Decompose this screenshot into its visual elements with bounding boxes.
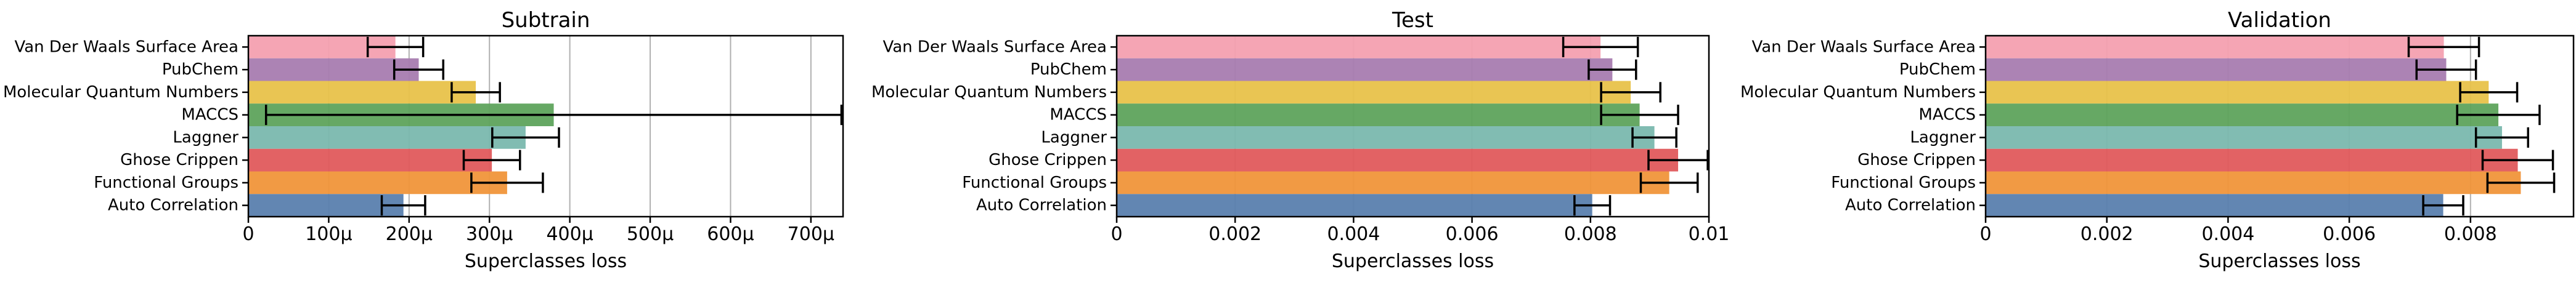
- x-tick-label: 0.002: [2081, 223, 2134, 245]
- bar-functional-groups: [1117, 171, 1669, 195]
- bar-laggner: [1117, 126, 1655, 149]
- x-tick-label: 0: [1111, 223, 1122, 245]
- bar-auto-correlation: [1117, 194, 1592, 217]
- y-tick-label: Functional Groups: [94, 174, 238, 192]
- bar-functional-groups: [1986, 171, 2521, 195]
- bar-laggner: [1986, 126, 2502, 149]
- x-tick-label: 0.006: [2323, 223, 2376, 245]
- y-tick-label: Molecular Quantum Numbers: [1740, 83, 1976, 102]
- y-tick-label: Ghose Crippen: [1857, 151, 1976, 169]
- x-tick-label: 200μ: [386, 223, 433, 245]
- chart-title: Validation: [2228, 8, 2331, 33]
- bar-molecular-quantum-numbers: [1986, 81, 2489, 104]
- y-tick-label: Functional Groups: [962, 174, 1107, 192]
- bar-maccs: [1117, 103, 1640, 126]
- bar-pubchem: [1117, 58, 1613, 81]
- bar-van-der-waals-surface-area: [1986, 36, 2444, 58]
- x-tick-label: 0.008: [1564, 223, 1617, 245]
- y-tick-label: Laggner: [1041, 128, 1107, 147]
- x-tick-label: 0: [1979, 223, 1991, 245]
- x-tick-label: 0.004: [1327, 223, 1380, 245]
- x-tick-label: 500μ: [627, 223, 674, 245]
- y-tick-label: Functional Groups: [1831, 174, 1976, 192]
- y-tick-label: Molecular Quantum Numbers: [3, 83, 238, 102]
- x-tick-label: 400μ: [546, 223, 593, 245]
- chart-title: Test: [1392, 8, 1433, 33]
- y-tick-label: MACCS: [1050, 106, 1107, 124]
- bar-ghose-crippen: [1986, 148, 2518, 172]
- axes-frame: [1115, 34, 1710, 218]
- axes-frame: [247, 34, 844, 218]
- x-axis-label: Superclasses loss: [1332, 251, 1494, 272]
- axes-frame: [1984, 34, 2575, 218]
- y-tick-label: Auto Correlation: [976, 196, 1107, 215]
- bar-maccs: [1986, 103, 2499, 126]
- y-tick-label: Auto Correlation: [108, 196, 238, 215]
- x-tick-label: 600μ: [707, 223, 754, 245]
- bar-ghose-crippen: [1117, 148, 1679, 172]
- bar-auto-correlation: [1986, 194, 2444, 217]
- y-tick-label: MACCS: [1918, 106, 1976, 124]
- bar-auto-correlation: [248, 194, 404, 217]
- y-tick-label: Ghose Crippen: [120, 151, 238, 169]
- x-tick-label: 700μ: [788, 223, 834, 245]
- y-tick-label: Van Der Waals Surface Area: [1751, 38, 1976, 56]
- y-tick-label: Auto Correlation: [1845, 196, 1976, 215]
- y-tick-label: PubChem: [162, 60, 238, 79]
- x-tick-label: 0.008: [2444, 223, 2497, 245]
- y-tick-label: Laggner: [173, 128, 238, 147]
- bar-ghose-crippen: [248, 148, 492, 172]
- y-tick-label: Molecular Quantum Numbers: [871, 83, 1107, 102]
- y-tick-label: Van Der Waals Surface Area: [882, 38, 1107, 56]
- x-tick-label: 0.004: [2201, 223, 2254, 245]
- chart-panel-test: Van Der Waals Surface Area PubChem Molecul…: [871, 8, 1729, 272]
- x-tick-label: 100μ: [305, 223, 352, 245]
- y-tick-label: Van Der Waals Surface Area: [14, 38, 238, 56]
- y-tick-label: PubChem: [1899, 60, 1976, 79]
- bar-pubchem: [248, 58, 419, 81]
- y-tick-label: PubChem: [1030, 60, 1107, 79]
- y-tick-label: Ghose Crippen: [988, 151, 1107, 169]
- x-tick-label: 0.006: [1446, 223, 1499, 245]
- chart-panel-subtrain: Van Der Waals Surface Area PubChem Molecul…: [3, 8, 844, 272]
- x-tick-label: 0.002: [1209, 223, 1262, 245]
- bar-laggner: [248, 126, 526, 149]
- x-axis-label: Superclasses loss: [2198, 251, 2360, 272]
- x-tick-label: 0: [242, 223, 254, 245]
- bar-molecular-quantum-numbers: [1117, 81, 1631, 104]
- y-tick-label: MACCS: [181, 106, 238, 124]
- chart-title: Subtrain: [502, 8, 590, 33]
- bar-functional-groups: [248, 171, 507, 195]
- bar-van-der-waals-surface-area: [1117, 36, 1601, 58]
- x-tick-label: 300μ: [466, 223, 513, 245]
- x-tick-label: 0.01: [1689, 223, 1730, 245]
- bar-molecular-quantum-numbers: [248, 81, 476, 104]
- chart-panel-validation: Van Der Waals Surface Area PubChem Molecul…: [1740, 8, 2575, 272]
- y-tick-label: Laggner: [1910, 128, 1976, 147]
- x-axis-label: Superclasses loss: [465, 251, 627, 272]
- bar-pubchem: [1986, 58, 2447, 81]
